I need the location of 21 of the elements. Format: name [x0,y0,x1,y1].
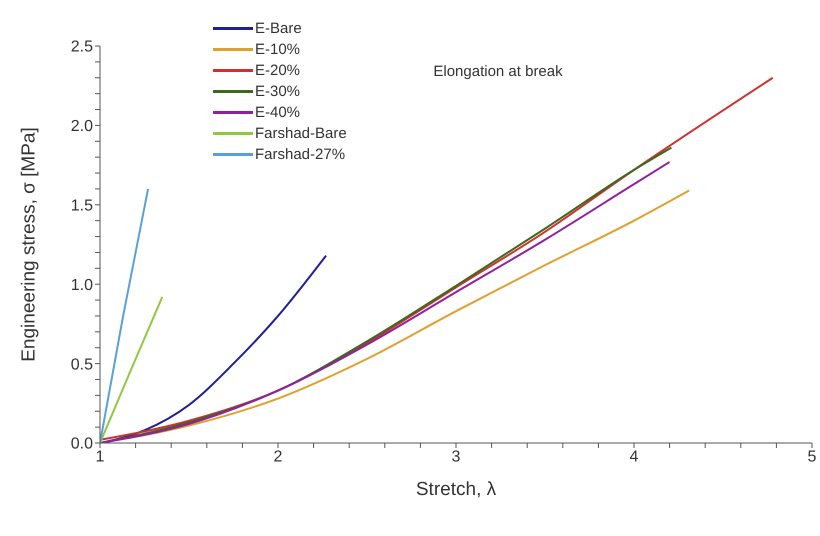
y-tick-label: 1.0 [70,276,94,294]
y-tick-label: 2.0 [70,118,94,136]
legend-label: Farshad-27% [255,145,346,165]
legend-label: E-10% [255,40,300,60]
x-tick-label: 4 [630,448,639,466]
legend-label: E-20% [255,61,300,81]
legend-label: Farshad-Bare [255,124,347,144]
y-tick-label: 0.5 [70,356,94,374]
legend-label: E-40% [255,103,300,123]
x-tick-label: 2 [274,448,283,466]
x-tick-label: 1 [96,448,105,466]
y-axis-title: Engineering stress, σ [MPa] [18,127,40,362]
y-tick-label: 2.5 [70,38,94,56]
x-tick-label: 5 [808,448,817,466]
x-axis-title: Stretch, λ [416,479,497,500]
legend-label: E-30% [255,82,300,102]
y-tick-label: 1.5 [70,197,94,214]
y-tick-label: 0.0 [70,436,94,453]
x-tick-label: 3 [452,448,461,466]
annotation: Elongation at break [433,63,564,80]
legend-label: E-Bare [255,19,302,39]
